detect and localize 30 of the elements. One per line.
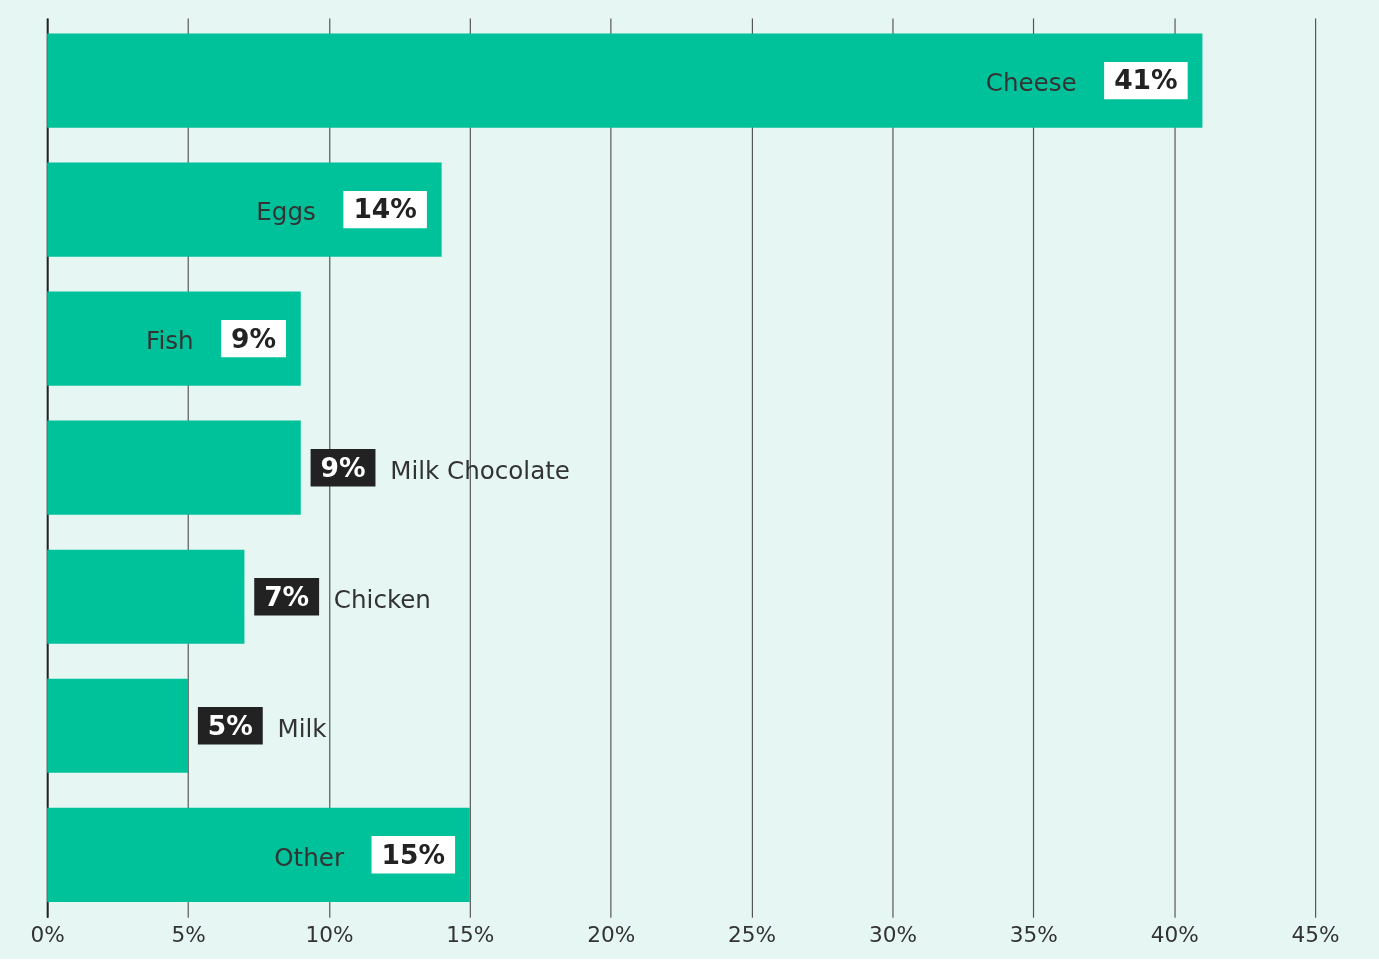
- x-tick-label: 30%: [868, 922, 917, 948]
- data-label: 9%: [231, 322, 277, 354]
- x-tick-label: 25%: [728, 922, 777, 948]
- y-tick-label: Other: [274, 842, 345, 872]
- data-label: 7%: [264, 580, 310, 612]
- x-tick-label: 20%: [587, 922, 636, 948]
- data-label: 14%: [353, 193, 417, 225]
- y-tick-label: Chicken: [333, 584, 431, 614]
- y-tick-label: Eggs: [256, 197, 316, 227]
- bar: [47, 678, 189, 773]
- data-label: 5%: [207, 709, 253, 741]
- x-tick-label: 15%: [446, 922, 495, 948]
- x-tick-label: 35%: [1009, 922, 1058, 948]
- bar: [47, 549, 245, 644]
- x-tick-label: 40%: [1150, 922, 1199, 948]
- x-tick-label: 45%: [1291, 922, 1340, 948]
- y-tick-label: Milk: [277, 713, 328, 743]
- data-label: 15%: [381, 838, 446, 870]
- bar: [47, 291, 301, 386]
- y-tick-label: Cheese: [985, 68, 1077, 98]
- bar: [47, 162, 442, 257]
- data-label: 9%: [320, 451, 366, 483]
- data-label: 41%: [1114, 64, 1178, 96]
- x-tick-label: 5%: [171, 922, 206, 948]
- x-tick-label: 10%: [305, 922, 354, 948]
- bar: [47, 33, 1203, 128]
- bar: [47, 420, 301, 515]
- bar: [47, 807, 470, 902]
- x-tick-label: 0%: [30, 922, 65, 948]
- y-tick-label: Fish: [146, 326, 194, 356]
